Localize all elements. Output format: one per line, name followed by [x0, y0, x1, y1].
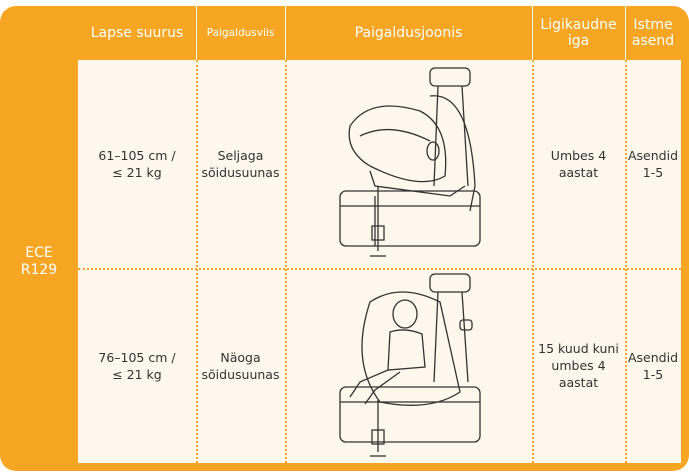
divider — [78, 268, 681, 270]
rear-facing-illustration — [339, 67, 481, 257]
header-cell: Paigaldusjoonis — [354, 25, 463, 41]
header-cell: Ligikaudne iga — [540, 17, 617, 49]
age-cell: Umbes 4 aastat — [550, 148, 607, 180]
header-sep — [625, 6, 626, 60]
divider — [196, 60, 198, 463]
stub: ECE R129 — [20, 244, 58, 278]
divider — [625, 60, 627, 463]
age-cell: 15 kuud kuni umbes 4 aastat — [538, 341, 619, 390]
position-cell: Asendid 1-5 — [627, 148, 679, 180]
header-sep — [196, 6, 197, 60]
header-cell: Istme asend — [631, 17, 675, 49]
divider — [285, 60, 287, 463]
mode-cell: Näoga sõidusuunas — [201, 349, 280, 382]
header-cell: Paigaldusviis — [206, 27, 275, 39]
mode-cell: Seljaga sõidusuunas — [201, 148, 280, 180]
table-body — [78, 60, 681, 463]
size-cell: 61–105 cm / ≤ 21 kg — [98, 148, 176, 180]
size-cell: 76–105 cm / ≤ 21 kg — [98, 349, 176, 382]
header-sep — [285, 6, 286, 60]
divider — [532, 60, 534, 463]
header-sep — [532, 6, 533, 60]
position-cell: Asendid 1-5 — [627, 349, 679, 382]
forward-facing-illustration — [339, 273, 481, 457]
header-cell: Lapse suurus — [90, 25, 184, 41]
